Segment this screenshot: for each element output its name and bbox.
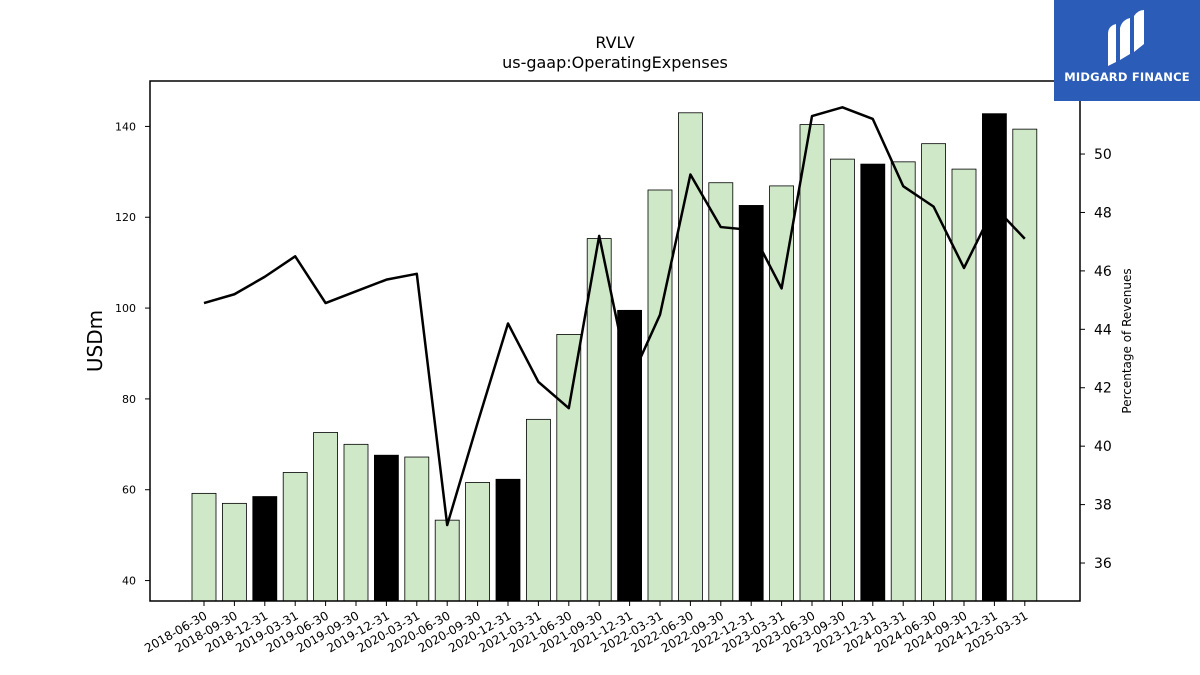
bars-group: [191, 112, 1038, 602]
chart-title: RVLV: [595, 33, 634, 52]
chart-subtitle: us-gaap:OperatingExpenses: [502, 53, 728, 72]
bar-2022-09-30: [708, 182, 734, 602]
bar-2021-06-30: [556, 334, 582, 602]
bar-2023-09-30: [830, 158, 855, 602]
bar-2021-12-31: [617, 309, 642, 602]
bar-2021-09-30: [586, 238, 612, 602]
y-tick-label: 120: [115, 211, 136, 224]
bar-2020-09-30: [465, 482, 491, 602]
y-tick-label: 40: [122, 575, 136, 588]
logo-text: MIDGARD FINANCE: [1064, 70, 1190, 84]
y2-axis-label: Percentage of Revenues: [1120, 268, 1134, 413]
y2-tick-label: 36: [1094, 556, 1112, 572]
y2-tick-label: 50: [1094, 147, 1112, 163]
bar-2024-09-30: [951, 168, 977, 602]
bar-2019-06-30: [313, 432, 339, 602]
y-tick-label: 100: [115, 302, 136, 315]
y-tick-label: 60: [122, 484, 136, 497]
bar-2021-03-31: [526, 418, 551, 602]
y2-tick-label: 46: [1094, 264, 1112, 280]
y-tick-label: 80: [122, 393, 136, 406]
logo-mark-icon: [1108, 10, 1144, 66]
bar-2022-03-31: [647, 189, 673, 602]
bar-2024-06-30: [921, 143, 946, 602]
bar-2020-03-31: [404, 456, 430, 602]
brand-logo: MIDGARD FINANCE: [1054, 0, 1200, 101]
bar-2022-06-30: [678, 112, 703, 602]
bar-2018-09-30: [221, 502, 247, 602]
y2-tick-label: 38: [1094, 498, 1112, 514]
bar-2023-03-31: [769, 185, 794, 602]
y-tick-label: 140: [115, 120, 136, 133]
bar-2019-03-31: [282, 472, 308, 602]
bar-2023-06-30: [799, 124, 825, 602]
bar-2018-06-30: [191, 492, 217, 602]
bar-2019-12-31: [373, 454, 399, 602]
bar-2020-12-31: [495, 478, 521, 602]
y2-tick-label: 44: [1094, 322, 1112, 338]
y2-tick-label: 40: [1094, 439, 1112, 455]
bar-2018-12-31: [252, 496, 278, 602]
bar-2020-06-30: [434, 519, 460, 602]
bar-2022-12-31: [738, 205, 764, 602]
y2-tick-label: 48: [1094, 205, 1112, 221]
percentage-line: [203, 106, 1026, 527]
plot-frame: [149, 80, 1081, 602]
bar-2023-12-31: [860, 163, 886, 602]
y2-tick-label: 42: [1094, 381, 1112, 397]
bar-2025-03-31: [1012, 128, 1038, 602]
bar-2024-03-31: [890, 161, 916, 602]
y-axis-label: USDm: [83, 310, 107, 372]
line-layer: [203, 106, 1026, 527]
bar-2024-12-31: [982, 113, 1007, 602]
bar-2019-09-30: [343, 443, 369, 602]
